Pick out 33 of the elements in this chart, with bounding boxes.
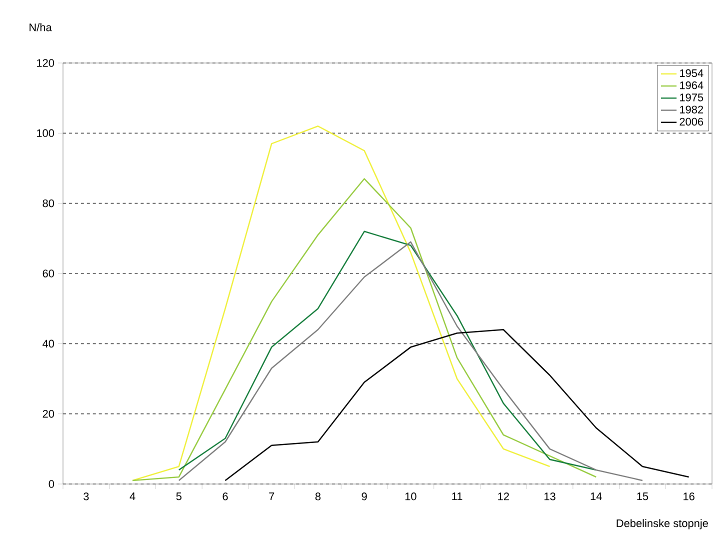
line-series <box>132 178 597 482</box>
legend-label: 1975 <box>680 94 704 102</box>
legend-label: 1964 <box>680 81 704 90</box>
x-tick-label: 12 <box>498 492 509 500</box>
x-tick-label: 16 <box>684 492 694 500</box>
x-tick-label: 5 <box>176 492 182 500</box>
y-tick-label: 120 <box>37 59 54 67</box>
x-tick-label: 11 <box>452 492 462 500</box>
x-tick-label: 9 <box>362 492 367 500</box>
line-series <box>178 230 597 471</box>
x-tick-label: 8 <box>315 492 321 500</box>
x-tick-label: 7 <box>269 492 274 500</box>
line-series <box>224 328 690 482</box>
y-tick-label: 20 <box>42 410 54 418</box>
line-series <box>132 125 550 482</box>
x-tick-label: 15 <box>637 492 648 500</box>
y-axis-title: N/ha <box>30 23 52 32</box>
legend-label: 1954 <box>680 69 704 78</box>
line-series <box>178 241 644 482</box>
legend-label: 1982 <box>680 106 704 114</box>
x-tick-label: 13 <box>544 492 556 500</box>
x-axis-title: Debelinske stopnje <box>616 519 708 530</box>
x-tick-label: 4 <box>130 492 136 500</box>
x-tick-label: 3 <box>84 492 89 500</box>
x-tick-label: 14 <box>590 492 602 500</box>
legend-label: 2006 <box>680 118 704 126</box>
y-tick-label: 40 <box>42 340 54 348</box>
x-tick-label: 10 <box>405 492 416 500</box>
x-tick-label: 6 <box>222 492 228 500</box>
y-tick-label: 100 <box>37 129 54 138</box>
y-tick-label: 60 <box>42 270 54 278</box>
y-tick-label: 80 <box>42 199 54 208</box>
y-tick-label: 0 <box>48 480 54 488</box>
